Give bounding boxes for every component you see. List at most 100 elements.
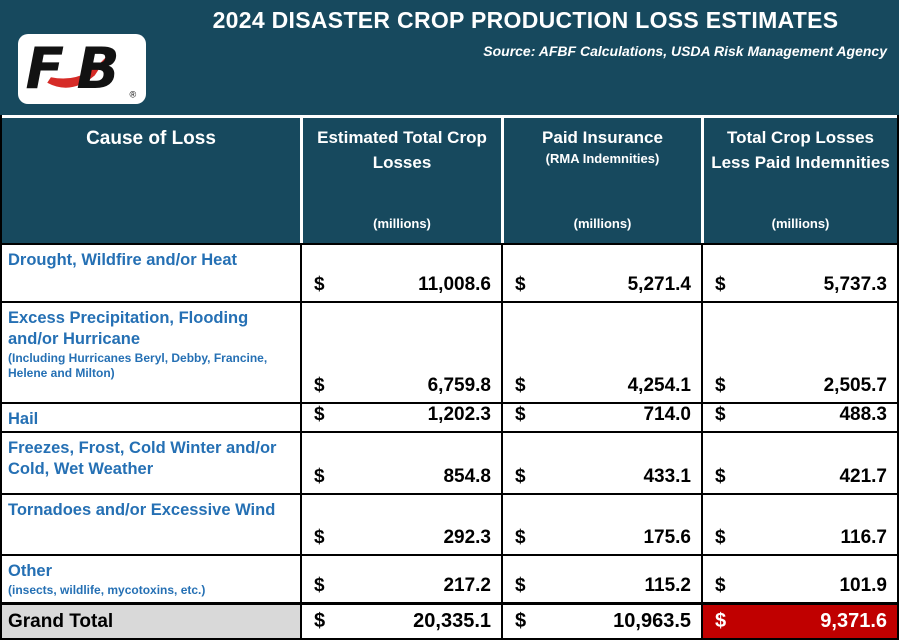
cell-paid-hail: $ 714.0 (501, 402, 701, 431)
value: 11,008.6 (418, 274, 491, 295)
value: 116.7 (840, 527, 888, 548)
header-banner: F B ® 2024 DISASTER CROP PRODUCTION LOSS… (0, 0, 899, 115)
row-cause-excess-precipitation: Excess Precipitation, Flooding and/or Hu… (2, 301, 300, 402)
value: 421.7 (839, 466, 887, 487)
cell-total-other: $ 217.2 (300, 554, 501, 602)
cause-label: Tornadoes and/or Excessive Wind (8, 501, 276, 519)
currency-sign: $ (515, 274, 526, 295)
currency-sign: $ (314, 404, 325, 425)
cell-total-freezes: $ 854.8 (300, 431, 501, 493)
cell-total-hail: $ 1,202.3 (300, 402, 501, 431)
cause-label: Freezes, Frost, Cold Winter and/or Cold,… (8, 439, 277, 479)
col-header-label-group: Paid Insurance (RMA Indemnities) (542, 126, 663, 166)
currency-sign: $ (715, 575, 726, 596)
cell-total-drought: $ 11,008.6 (300, 243, 501, 301)
currency-sign: $ (515, 466, 526, 487)
value: 115.2 (644, 575, 692, 596)
cell-net-freezes: $ 421.7 (701, 431, 897, 493)
currency-sign: $ (515, 404, 526, 425)
page-title: 2024 DISASTER CROP PRODUCTION LOSS ESTIM… (212, 7, 839, 33)
cell-paid-other: $ 115.2 (501, 554, 701, 602)
currency-sign: $ (715, 527, 726, 548)
currency-sign: $ (715, 274, 726, 295)
currency-sign: $ (715, 404, 726, 425)
cell-net-excess-precipitation: $ 2,505.7 (701, 301, 897, 402)
cell-grand-total-net: $ 9,371.6 (701, 602, 897, 638)
value: 5,737.3 (823, 274, 887, 295)
row-cause-tornadoes: Tornadoes and/or Excessive Wind (2, 493, 300, 554)
col-header-unit: (millions) (373, 216, 431, 231)
value: 9,371.6 (820, 610, 887, 632)
cause-label: Drought, Wildfire and/or Heat (8, 251, 238, 269)
grand-total-label: Grand Total (2, 602, 300, 638)
cell-paid-drought: $ 5,271.4 (501, 243, 701, 301)
cause-label: Excess Precipitation, Flooding and/or Hu… (8, 309, 249, 349)
cell-grand-total-paid: $ 10,963.5 (501, 602, 701, 638)
svg-text:F: F (25, 37, 64, 101)
row-cause-freezes: Freezes, Frost, Cold Winter and/or Cold,… (2, 431, 300, 493)
value: 1,202.3 (427, 404, 491, 425)
col-header-unit: (millions) (771, 216, 830, 231)
cell-paid-freezes: $ 433.1 (501, 431, 701, 493)
col-header-net-losses: Total Crop Losses Less Paid Indemnities … (701, 115, 897, 243)
svg-text:B: B (77, 37, 120, 101)
value: 5,271.4 (627, 274, 691, 295)
currency-sign: $ (515, 527, 526, 548)
cell-net-tornadoes: $ 116.7 (701, 493, 897, 554)
cell-grand-total-crop-losses: $ 20,335.1 (300, 602, 501, 638)
col-header-cause-of-loss: Cause of Loss (2, 115, 300, 243)
cell-total-tornadoes: $ 292.3 (300, 493, 501, 554)
cause-label: Hail (8, 410, 39, 428)
col-header-paid-insurance: Paid Insurance (RMA Indemnities) (millio… (501, 115, 701, 243)
value: 433.1 (643, 466, 691, 487)
currency-sign: $ (715, 466, 726, 487)
cell-net-other: $ 101.9 (701, 554, 897, 602)
value: 10,963.5 (613, 610, 691, 632)
value: 101.9 (839, 575, 887, 596)
currency-sign: $ (314, 527, 325, 548)
value: 217.2 (443, 575, 491, 596)
value: 175.6 (643, 527, 691, 548)
value: 488.3 (839, 404, 887, 425)
currency-sign: $ (314, 375, 325, 396)
col-header-estimated-total: Estimated Total Crop Losses (millions) (300, 115, 501, 243)
value: 714.0 (643, 404, 691, 425)
svg-text:®: ® (130, 89, 137, 99)
currency-sign: $ (314, 274, 325, 295)
row-cause-drought: Drought, Wildfire and/or Heat (2, 243, 300, 301)
cause-sublabel: (Including Hurricanes Beryl, Debby, Fran… (8, 351, 268, 381)
cell-paid-excess-precipitation: $ 4,254.1 (501, 301, 701, 402)
value: 6,759.8 (427, 375, 491, 396)
currency-sign: $ (515, 610, 527, 632)
col-header-label: Paid Insurance (542, 128, 663, 147)
value: 4,254.1 (627, 375, 691, 396)
currency-sign: $ (515, 575, 526, 596)
row-cause-hail: Hail (2, 402, 300, 431)
currency-sign: $ (314, 575, 325, 596)
col-header-label: Estimated Total Crop Losses (317, 128, 487, 172)
source-note: Source: AFBF Calculations, USDA Risk Man… (483, 43, 887, 59)
col-header-unit: (millions) (573, 216, 632, 231)
currency-sign: $ (314, 466, 325, 487)
value: 20,335.1 (413, 610, 491, 632)
afbf-farm-bureau-logo: F B ® (18, 34, 146, 104)
value: 854.8 (443, 466, 491, 487)
loss-estimates-table: Cause of Loss Estimated Total Crop Losse… (0, 115, 899, 640)
banner-text: 2024 DISASTER CROP PRODUCTION LOSS ESTIM… (0, 0, 899, 59)
cell-net-hail: $ 488.3 (701, 402, 897, 431)
currency-sign: $ (715, 610, 727, 632)
cell-net-drought: $ 5,737.3 (701, 243, 897, 301)
currency-sign: $ (515, 375, 526, 396)
cell-total-excess-precipitation: $ 6,759.8 (300, 301, 501, 402)
fb-logo-icon: F B ® (25, 37, 137, 101)
cause-label: Other (8, 562, 53, 580)
cause-sublabel: (insects, wildlife, mycotoxins, etc.) (8, 583, 206, 598)
value: 292.3 (443, 527, 491, 548)
cell-paid-tornadoes: $ 175.6 (501, 493, 701, 554)
value: 2,505.7 (823, 375, 887, 396)
col-header-label: Total Crop Losses Less Paid Indemnities (711, 128, 890, 172)
currency-sign: $ (715, 375, 726, 396)
currency-sign: $ (314, 610, 326, 632)
row-cause-other: Other (insects, wildlife, mycotoxins, et… (2, 554, 300, 602)
